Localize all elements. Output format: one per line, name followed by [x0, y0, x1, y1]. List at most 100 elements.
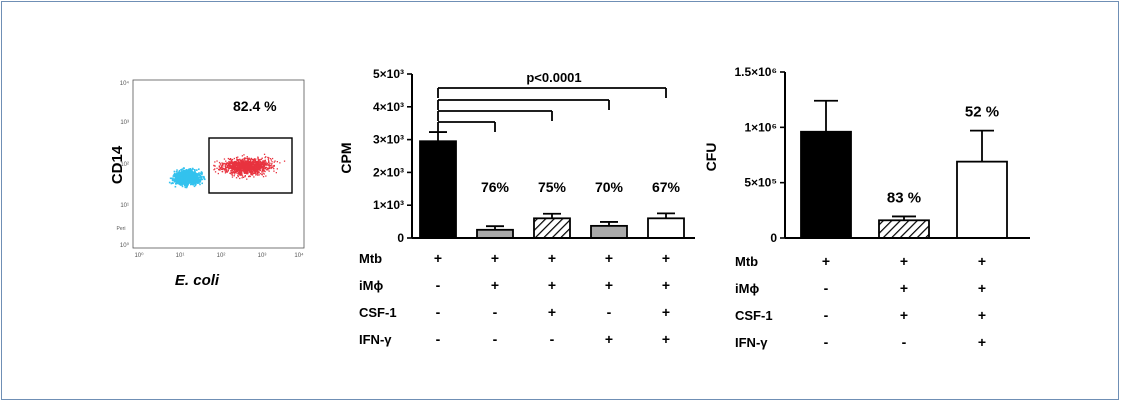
- condition-sign: +: [434, 250, 442, 266]
- event-dot: [225, 166, 227, 168]
- event-dot: [221, 168, 223, 170]
- event-dot: [218, 161, 221, 164]
- event-dot: [178, 175, 180, 177]
- event-dot: [199, 183, 201, 186]
- event-dot: [243, 168, 245, 170]
- event-dot: [269, 164, 271, 167]
- event-dot: [260, 160, 262, 162]
- event-dot: [184, 184, 186, 186]
- event-dot: [230, 165, 232, 167]
- event-dot: [243, 158, 245, 160]
- event-dot: [172, 177, 174, 179]
- bar: [800, 130, 852, 239]
- event-dot: [235, 162, 237, 164]
- event-dot: [263, 170, 266, 172]
- event-dot: [247, 166, 250, 168]
- event-dot: [187, 180, 189, 183]
- event-dot: [193, 172, 196, 175]
- event-dot: [188, 168, 190, 171]
- event-dot: [194, 176, 196, 178]
- event-dot: [242, 161, 245, 164]
- event-dot: [230, 158, 232, 160]
- event-dot: [181, 182, 183, 184]
- event-dot: [255, 164, 257, 167]
- event-dot: [228, 161, 230, 163]
- event-dot: [263, 168, 265, 170]
- event-dot: [237, 174, 239, 177]
- event-dot: [191, 167, 194, 170]
- event-dot: [173, 174, 175, 176]
- event-dot: [241, 160, 243, 163]
- event-dot: [250, 174, 252, 176]
- event-dot: [249, 160, 252, 162]
- event-dot: [227, 164, 229, 167]
- event-dot: [230, 166, 232, 168]
- event-dot: [233, 169, 235, 171]
- cfu-condition-table: Mtb + + + iMϕ - + + CSF-1 - + + IFN-γ - - +: [735, 253, 986, 350]
- condition-sign: -: [550, 331, 555, 347]
- event-dot: [248, 163, 251, 165]
- event-dot: [234, 164, 236, 166]
- cpm-ylabel: CPM: [338, 142, 354, 173]
- event-dot: [181, 176, 183, 178]
- event-dot: [193, 183, 196, 185]
- event-dot: [264, 159, 266, 161]
- y-tick-label: 5×10⁵: [744, 176, 777, 190]
- event-dot: [262, 170, 265, 172]
- event-dot: [236, 160, 238, 162]
- event-dot: [232, 165, 235, 167]
- event-dot: [244, 158, 246, 160]
- event-dot: [217, 172, 219, 175]
- condition-sign: +: [822, 253, 830, 269]
- event-dot: [185, 171, 187, 173]
- flow-ytick-label: 10⁰: [120, 242, 130, 249]
- event-dot: [176, 169, 178, 171]
- bar: [476, 228, 514, 239]
- event-dot: [254, 170, 257, 172]
- flow-xtick-label: 10⁰: [134, 252, 144, 259]
- event-dot: [246, 170, 248, 173]
- event-dot: [255, 168, 258, 170]
- cpm-pvalue-label: p<0.0001: [526, 70, 581, 85]
- event-dot: [262, 168, 264, 170]
- event-dot: [222, 165, 224, 167]
- event-dot: [261, 170, 263, 172]
- event-dot: [233, 171, 235, 173]
- event-dot: [187, 182, 190, 184]
- event-dot: [235, 167, 237, 170]
- event-dot: [188, 175, 190, 178]
- event-dot: [245, 160, 248, 163]
- event-dot: [259, 169, 261, 171]
- event-dot: [220, 164, 222, 166]
- event-dot: [236, 158, 238, 160]
- event-dot: [244, 175, 246, 177]
- condition-name: iMϕ: [735, 281, 759, 296]
- event-dot: [246, 164, 249, 166]
- event-dot: [240, 165, 242, 168]
- event-dot: [271, 161, 273, 163]
- event-dot: [190, 181, 192, 184]
- event-dot: [196, 181, 199, 183]
- event-dot: [227, 167, 230, 169]
- event-dot: [251, 168, 253, 171]
- event-dot: [226, 165, 228, 167]
- event-dot: [263, 162, 265, 165]
- event-dot: [258, 161, 260, 163]
- y-tick-label: 0: [770, 231, 777, 245]
- event-dot: [248, 175, 251, 177]
- bar: [647, 217, 685, 239]
- event-dot: [248, 167, 250, 169]
- event-dot: [243, 163, 245, 165]
- event-dot: [222, 168, 224, 170]
- event-dot: [199, 181, 201, 183]
- event-dot: [256, 164, 258, 166]
- event-dot: [228, 164, 230, 166]
- condition-sign: +: [900, 280, 908, 296]
- event-dot: [182, 175, 185, 177]
- event-dot: [261, 166, 263, 168]
- event-dot: [181, 184, 183, 186]
- condition-sign: -: [436, 331, 441, 347]
- event-dot: [249, 161, 251, 163]
- flow-dots: [168, 153, 286, 189]
- event-dot: [256, 165, 258, 167]
